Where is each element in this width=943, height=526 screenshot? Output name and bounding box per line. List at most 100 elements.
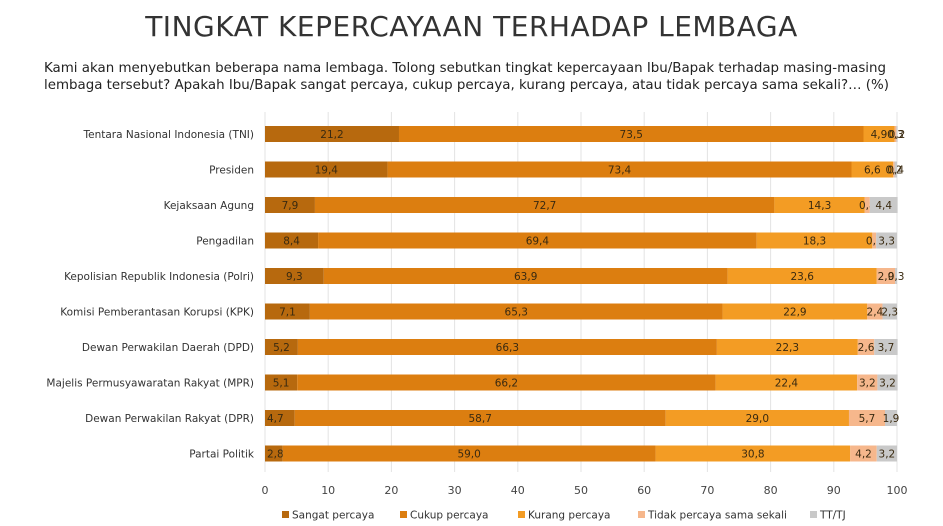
x-axis-ticks: 0 10 20 30 40 50 60 70 80 90 100 — [262, 484, 908, 497]
bar-segment — [265, 339, 298, 355]
data-label: 29,0 — [746, 413, 769, 425]
data-label: 21,2 — [320, 129, 343, 141]
x-tick-label: 20 — [384, 484, 398, 497]
bar-segment — [863, 126, 895, 142]
legend-label: Kurang percaya — [528, 510, 611, 522]
data-label: 3,2 — [859, 378, 876, 390]
data-label: 22,4 — [775, 378, 799, 390]
bar-segment — [774, 197, 865, 213]
x-tick-label: 50 — [574, 484, 588, 497]
bar-segment — [297, 339, 717, 355]
bar-segment — [872, 232, 877, 249]
bar-segment — [314, 197, 775, 213]
legend-label: Cukup percaya — [410, 510, 488, 522]
bar-segment — [867, 303, 883, 320]
bar-segment — [715, 374, 858, 391]
bar-segment — [265, 232, 319, 249]
data-label: 2,6 — [858, 342, 875, 354]
x-tick-label: 90 — [827, 484, 841, 497]
category-label: Dewan Perwakilan Rakyat (DPR) — [85, 413, 254, 425]
bar-segment — [722, 303, 868, 320]
x-tick-label: 30 — [448, 484, 462, 497]
data-label: 59,0 — [457, 449, 480, 461]
category-label: Presiden — [209, 165, 254, 177]
bar-segment — [895, 268, 897, 284]
legend-swatch — [400, 511, 407, 518]
legend-swatch — [282, 511, 289, 518]
data-label: 14,3 — [808, 200, 831, 212]
data-label: 58,7 — [469, 413, 492, 425]
x-tick-label: 10 — [321, 484, 335, 497]
data-label: 7,9 — [282, 200, 299, 212]
data-label: 23,6 — [791, 271, 815, 283]
bar-segment — [665, 410, 849, 426]
bar-segment — [850, 445, 877, 462]
data-label: 30,8 — [741, 449, 764, 461]
data-label: 0,4 — [887, 165, 904, 177]
x-tick-label: 40 — [511, 484, 525, 497]
data-label: 22,9 — [783, 307, 806, 319]
data-label: 4,4 — [875, 200, 892, 212]
x-tick-label: 70 — [700, 484, 714, 497]
data-label: 0,3 — [888, 271, 905, 283]
bar-segment — [893, 161, 895, 178]
data-label: 22,3 — [776, 342, 799, 354]
data-label: 0,2 — [885, 165, 902, 177]
bar-segment — [894, 126, 897, 142]
bar-segment — [857, 374, 878, 391]
data-label: 2,9 — [878, 271, 895, 283]
bar-segment — [857, 339, 875, 355]
bar-segment — [894, 161, 897, 178]
data-label: 66,3 — [496, 342, 519, 354]
chart-subtitle: Kami akan menyebutkan beberapa nama lemb… — [44, 60, 914, 94]
data-label: 19,4 — [315, 165, 339, 177]
data-label: 1,9 — [883, 413, 900, 425]
bar-segment — [896, 126, 898, 142]
data-label: 63,9 — [514, 271, 537, 283]
data-label: 3,7 — [878, 342, 895, 354]
bar-segment — [716, 339, 858, 355]
bar-segment — [265, 303, 310, 320]
bar-segment — [387, 161, 852, 178]
data-label: 72,7 — [533, 200, 556, 212]
category-label: Kepolisian Republik Indonesia (Polri) — [64, 271, 254, 283]
data-label: 66,2 — [495, 378, 518, 390]
bar-segment — [294, 410, 666, 426]
bar-segment — [851, 161, 894, 178]
bar-segment — [874, 339, 898, 355]
subtitle-line-2: lembaga tersebut? Apakah Ibu/Bapak sanga… — [44, 78, 889, 93]
bar-segment — [309, 303, 723, 320]
x-tick-label: 0 — [262, 484, 269, 497]
category-label: Dewan Perwakilan Daerah (DPD) — [82, 342, 254, 354]
data-label: 4,2 — [855, 449, 872, 461]
data-label: 18,3 — [803, 236, 826, 248]
data-label: 73,4 — [608, 165, 632, 177]
data-label: 7,1 — [279, 307, 296, 319]
legend-label: TT/TJ — [819, 510, 846, 522]
bar-segment — [884, 410, 897, 426]
data-label: 73,5 — [620, 129, 643, 141]
bar-segment — [869, 197, 898, 213]
data-label: 0,2 — [889, 129, 906, 141]
data-label: 4,7 — [267, 413, 284, 425]
bar-segment — [877, 374, 898, 391]
bar-segment — [876, 445, 897, 462]
data-label: 8,4 — [283, 236, 300, 248]
bar-segment — [876, 232, 897, 249]
bar-segment — [265, 197, 315, 213]
data-label: 0,3 — [887, 129, 904, 141]
bar-segment — [265, 268, 324, 284]
category-label: Majelis Permusyawaratan Rakyat (MPR) — [46, 378, 254, 390]
bar-segment — [848, 410, 885, 426]
data-label: 2,3 — [881, 307, 898, 319]
x-tick-label: 100 — [887, 484, 908, 497]
bars: 21,2 73,5 4,9 0,30,219,4 73,4 6,6 0,20,47,9 72,… — [265, 126, 905, 462]
bar-segment — [876, 268, 896, 284]
data-label: 2,4 — [867, 307, 884, 319]
legend-swatch — [638, 511, 645, 518]
bar-segment — [727, 268, 877, 284]
chart-title: TINGKAT KEPERCAYAAN TERHADAP LEMBAGA — [145, 10, 798, 43]
bar-segment — [265, 410, 295, 426]
bar-segment — [297, 374, 716, 391]
